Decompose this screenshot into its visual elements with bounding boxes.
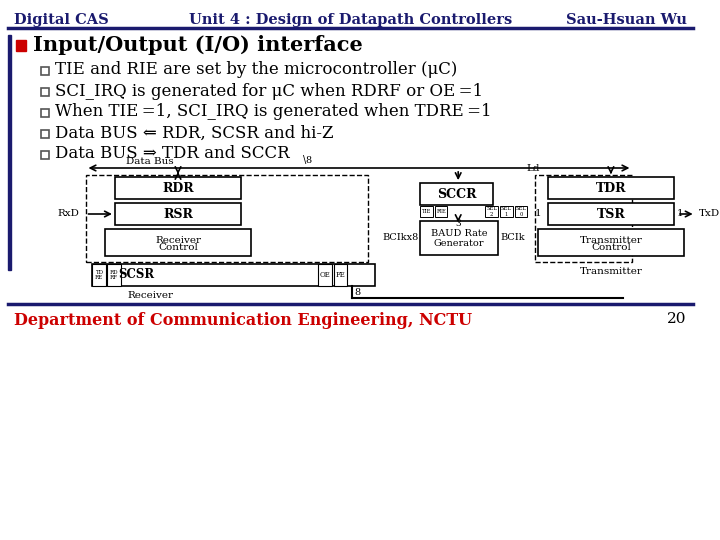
Bar [41, 130, 49, 138]
Text: When TIE =1, SCI_IRQ is generated when TDRE =1: When TIE =1, SCI_IRQ is generated when T… [55, 104, 492, 120]
Text: SEL
0: SEL 0 [516, 206, 526, 217]
Text: Transmitter: Transmitter [580, 236, 642, 245]
Text: TSR: TSR [597, 207, 625, 220]
Bar [435, 206, 448, 217]
Text: 1: 1 [535, 210, 542, 219]
Bar [420, 206, 433, 217]
Text: 20: 20 [667, 312, 687, 326]
Bar [535, 175, 632, 262]
Text: RD
RF: RD RF [109, 269, 118, 280]
Text: Data BUS ⇒ TDR and SCCR: Data BUS ⇒ TDR and SCCR [55, 145, 290, 163]
Text: RxD: RxD [58, 210, 80, 219]
Text: TD
RE: TD RE [95, 269, 104, 280]
Text: Sau-Hsuan Wu: Sau-Hsuan Wu [566, 13, 687, 27]
Bar [16, 40, 26, 51]
Text: Control: Control [591, 243, 631, 252]
Text: BCIk: BCIk [500, 233, 525, 242]
Text: Control: Control [158, 243, 198, 252]
Bar [114, 203, 241, 225]
Text: TxD: TxD [698, 210, 719, 219]
Bar [538, 229, 684, 256]
Bar [92, 264, 106, 286]
Text: $\backslash$8: $\backslash$8 [302, 153, 312, 166]
Text: Data Bus: Data Bus [127, 157, 174, 166]
Text: Generator: Generator [434, 239, 485, 247]
Bar [420, 221, 498, 255]
Text: SEL
2: SEL 2 [486, 206, 498, 217]
Text: Department of Communication Engineering, NCTU: Department of Communication Engineering,… [14, 312, 472, 329]
Text: Ld: Ld [526, 164, 540, 173]
Bar [548, 203, 674, 225]
Text: TDR: TDR [595, 181, 626, 194]
Bar [548, 177, 674, 199]
Text: Digital CAS: Digital CAS [14, 13, 109, 27]
Text: SCSR: SCSR [118, 268, 154, 281]
Text: SCI_IRQ is generated for μC when RDRF or OE =1: SCI_IRQ is generated for μC when RDRF or… [55, 83, 484, 99]
Text: 8: 8 [354, 288, 360, 297]
Bar [92, 264, 374, 286]
Text: Transmitter: Transmitter [580, 267, 642, 276]
Text: TIE and RIE are set by the microcontroller (μC): TIE and RIE are set by the microcontroll… [55, 62, 458, 78]
Bar [333, 264, 347, 286]
Bar [41, 87, 49, 96]
Text: 3: 3 [455, 219, 461, 228]
Bar [114, 177, 241, 199]
Text: BCIkx8: BCIkx8 [382, 233, 418, 242]
Text: Receiver: Receiver [155, 236, 201, 245]
Text: BAUD Rate: BAUD Rate [431, 230, 487, 239]
Bar [41, 66, 49, 75]
Text: SCCR: SCCR [437, 187, 477, 200]
Text: RDR: RDR [162, 181, 194, 194]
Bar [318, 264, 332, 286]
Text: Unit 4 : Design of Datapath Controllers: Unit 4 : Design of Datapath Controllers [189, 13, 512, 27]
Text: Receiver: Receiver [127, 291, 174, 300]
Text: Data BUS ⇐ RDR, SCSR and hi-Z: Data BUS ⇐ RDR, SCSR and hi-Z [55, 125, 334, 141]
Bar [41, 151, 49, 159]
Bar [485, 206, 498, 217]
Text: SEL
1: SEL 1 [501, 206, 512, 217]
Bar [8, 35, 12, 270]
Bar [107, 264, 121, 286]
Text: RSR: RSR [163, 207, 193, 220]
Bar [86, 175, 368, 262]
Text: Input/Output (I/O) interface: Input/Output (I/O) interface [33, 35, 363, 55]
Bar [420, 183, 493, 205]
Text: RIE: RIE [436, 209, 446, 214]
Bar [515, 206, 527, 217]
Text: TIE: TIE [422, 209, 431, 214]
Text: OE: OE [320, 271, 330, 279]
Bar [105, 229, 251, 256]
Text: 1: 1 [677, 210, 684, 219]
Bar [500, 206, 513, 217]
Text: FE: FE [336, 271, 346, 279]
Bar [41, 109, 49, 117]
